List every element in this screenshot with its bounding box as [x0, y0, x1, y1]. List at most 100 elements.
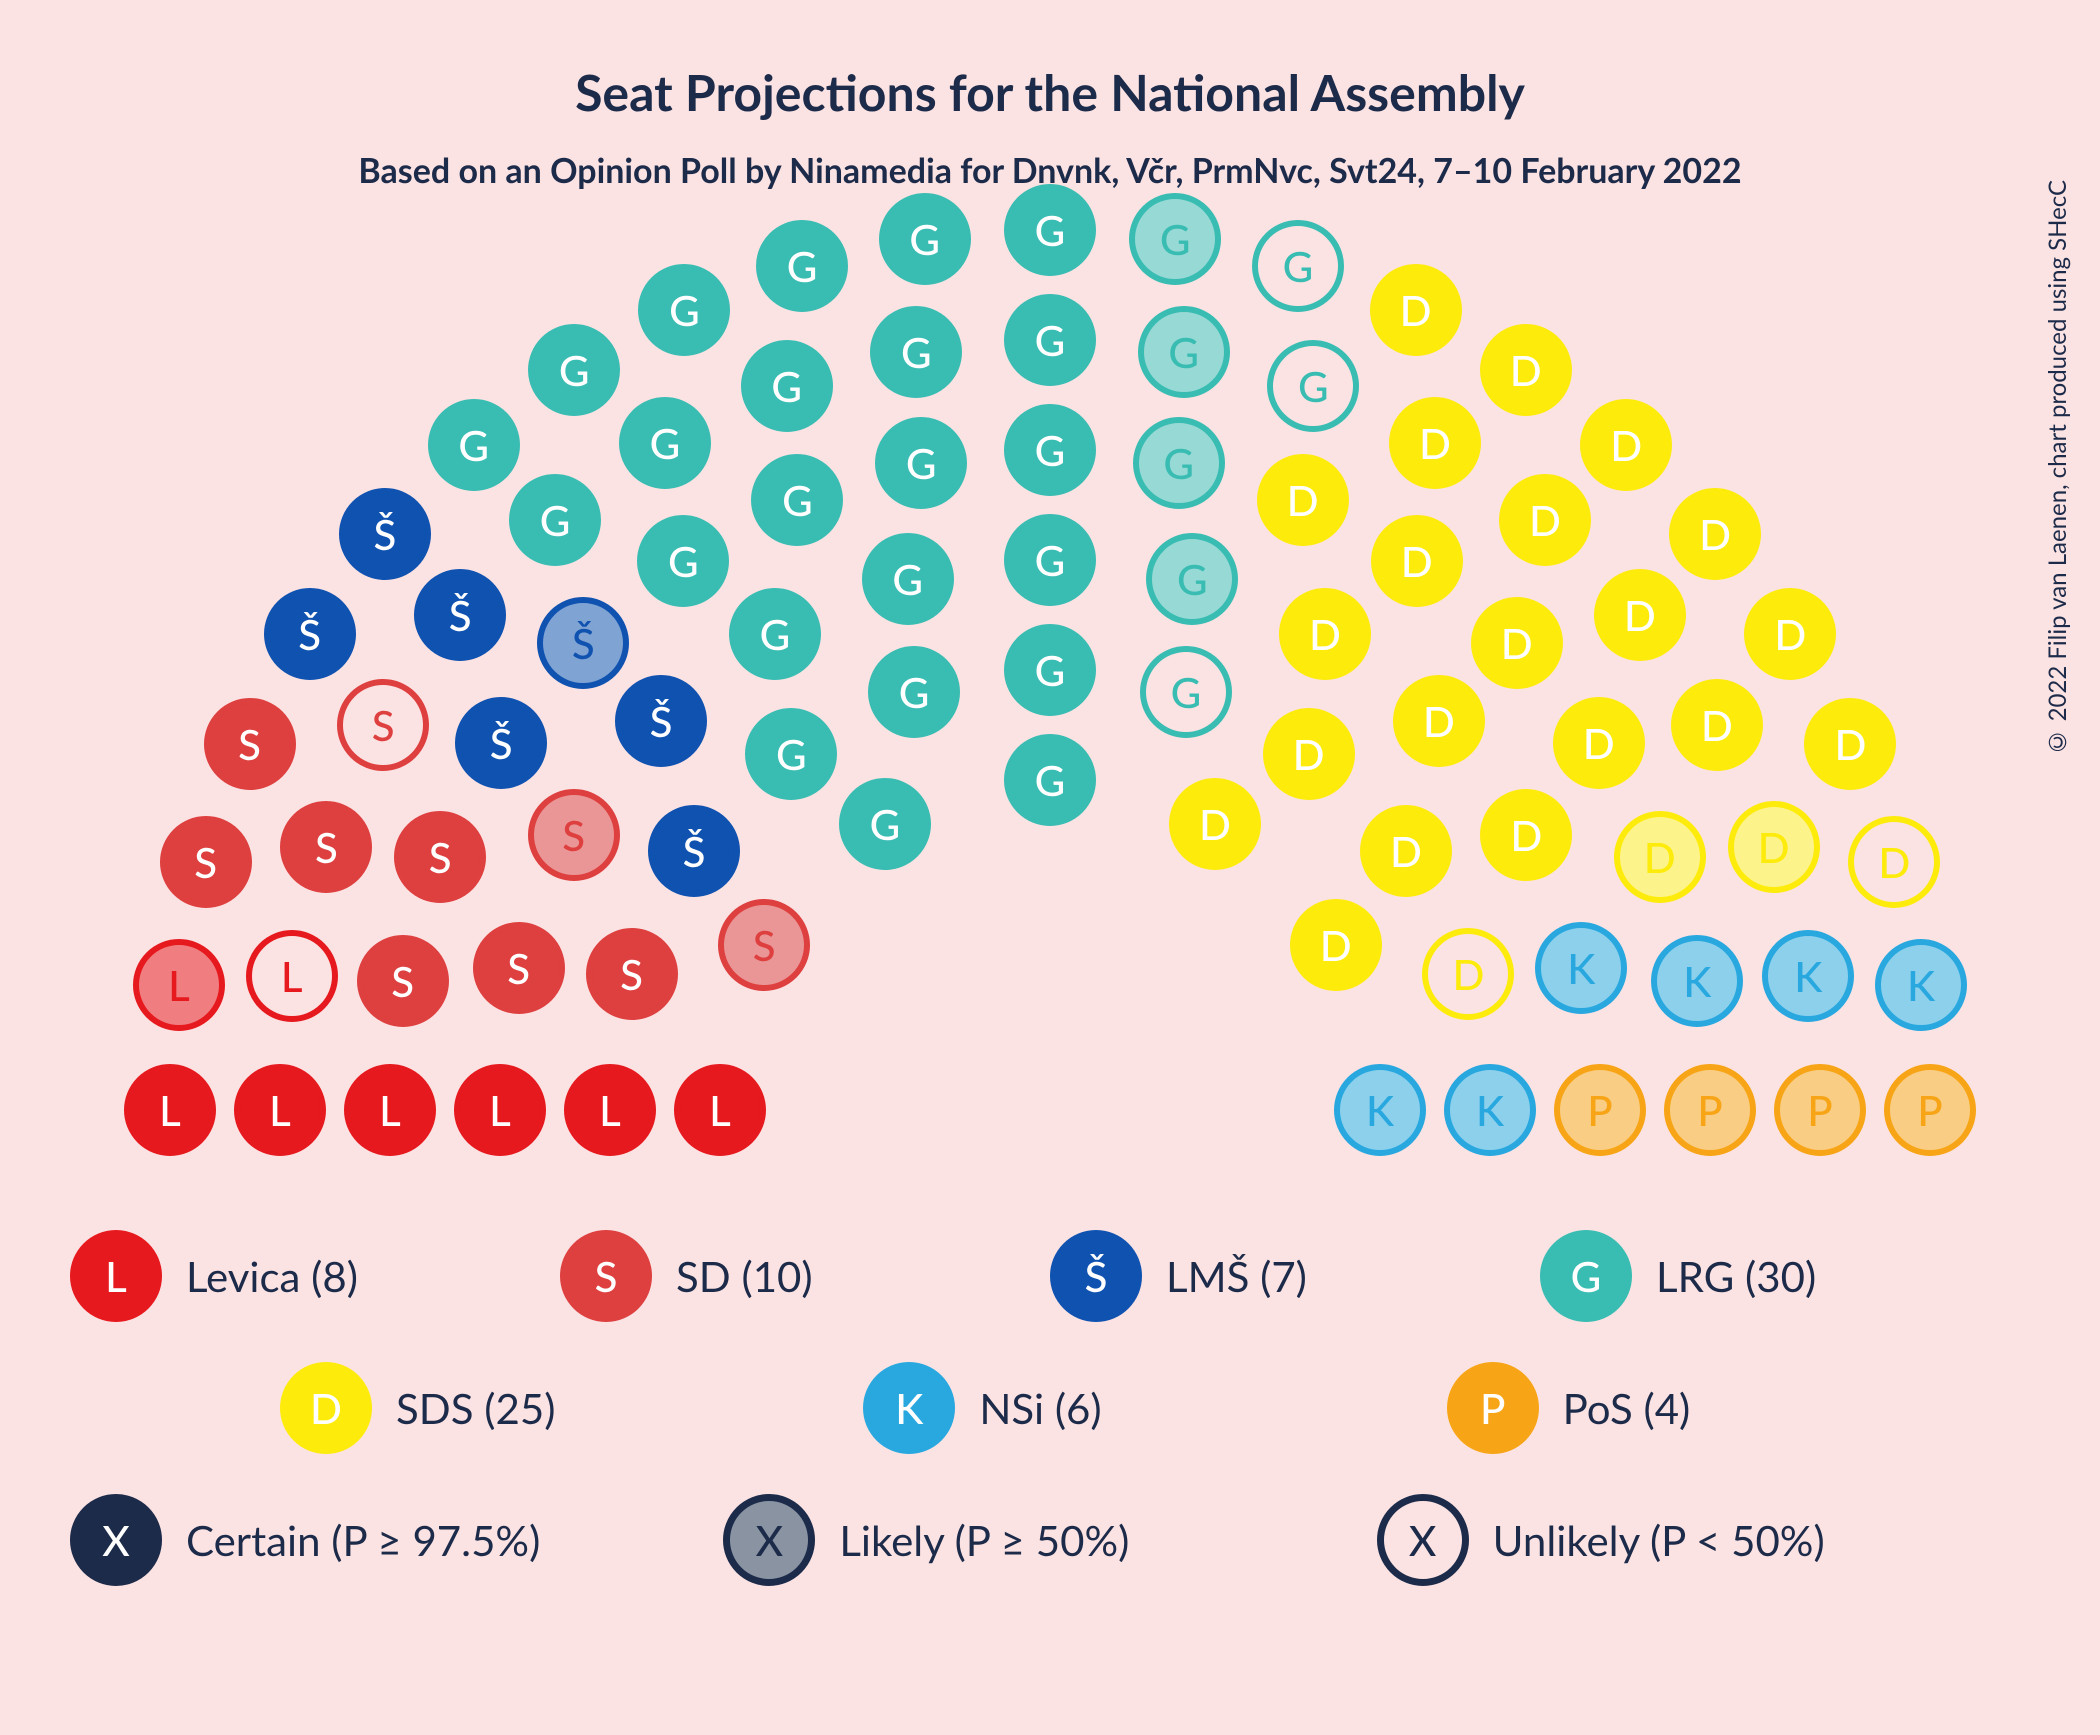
party-legend-row: LLevica (8) S SD (10) Š LMŠ (7) GLRG (30) [70, 1230, 2030, 1322]
seat-G: G [1004, 404, 1096, 496]
seat-G: G [868, 646, 960, 738]
seat-D: D [1393, 675, 1485, 767]
legend-prob-dot: X [723, 1494, 815, 1586]
page-title: Seat Projections for the National Assemb… [0, 62, 2100, 122]
seat-G: G [870, 306, 962, 398]
seat-D: D [1471, 597, 1563, 689]
seat-Š: Š [264, 588, 356, 680]
seat-G: G [428, 399, 520, 491]
seat-K: K [1762, 930, 1854, 1022]
seat-L: L [234, 1064, 326, 1156]
seat-P: P [1664, 1064, 1756, 1156]
seat-D: D [1279, 588, 1371, 680]
seat-P: P [1884, 1064, 1976, 1156]
legend-dot-G: G [1540, 1230, 1632, 1322]
legend-item-S: S SD (10) [560, 1230, 1020, 1322]
legend-prob-item: X Certain (P ≥ 97.5%) [70, 1494, 693, 1586]
seat-D: D [1370, 264, 1462, 356]
seat-G: G [1267, 340, 1359, 432]
seat-Š: Š [615, 675, 707, 767]
legend-dot-P: P [1447, 1362, 1539, 1454]
seat-G: G [528, 324, 620, 416]
seat-Š: Š [455, 697, 547, 789]
seat-G: G [751, 454, 843, 546]
legend-prob-dot: X [70, 1494, 162, 1586]
seat-D: D [1389, 397, 1481, 489]
seat-Š: Š [648, 805, 740, 897]
seat-D: D [1671, 679, 1763, 771]
legend-item-K: K NSi (6) [863, 1362, 1416, 1454]
legend-item-L: LLevica (8) [70, 1230, 530, 1322]
seat-G: G [1004, 184, 1096, 276]
legend-item-P: PPoS (4) [1447, 1362, 2000, 1454]
seat-D: D [1553, 697, 1645, 789]
seat-L: L [246, 930, 338, 1022]
legend-prob-label: Likely (P ≥ 50%) [839, 1515, 1129, 1565]
legend-prob-dot: X [1377, 1494, 1469, 1586]
legend-dot-S: S [560, 1230, 652, 1322]
legend-prob-item: X Unlikely (P < 50%) [1377, 1494, 2000, 1586]
seat-G: G [637, 515, 729, 607]
legend-prob-label: Unlikely (P < 50%) [1493, 1515, 1825, 1565]
seat-D: D [1614, 811, 1706, 903]
seat-G: G [1129, 193, 1221, 285]
seat-D: D [1499, 474, 1591, 566]
seat-S: S [473, 922, 565, 1014]
seat-S: S [528, 789, 620, 881]
seat-D: D [1580, 399, 1672, 491]
seat-D: D [1728, 801, 1820, 893]
seat-Š: Š [339, 488, 431, 580]
seat-D: D [1263, 708, 1355, 800]
seat-S: S [337, 679, 429, 771]
seat-S: S [586, 928, 678, 1020]
seat-L: L [344, 1064, 436, 1156]
legend-label: SD (10) [676, 1251, 813, 1301]
seat-K: K [1651, 935, 1743, 1027]
seat-G: G [729, 588, 821, 680]
seat-P: P [1554, 1064, 1646, 1156]
legend-dot-Š: Š [1050, 1230, 1142, 1322]
legend-label: Levica (8) [186, 1251, 358, 1301]
legend-dot-K: K [863, 1362, 955, 1454]
hemicycle-chart: LLLLLLLLSSSSSSSSSSŠŠŠŠŠŠŠGGGGGGGGGGGGGGG… [50, 220, 2050, 1120]
seat-G: G [1140, 646, 1232, 738]
seat-S: S [204, 698, 296, 790]
seat-D: D [1169, 778, 1261, 870]
seat-G: G [619, 397, 711, 489]
seat-G: G [875, 417, 967, 509]
seat-D: D [1594, 569, 1686, 661]
legend-prob-item: X Likely (P ≥ 50%) [723, 1494, 1346, 1586]
legend-label: NSi (6) [979, 1383, 1101, 1433]
seat-D: D [1257, 454, 1349, 546]
seat-G: G [745, 708, 837, 800]
seat-G: G [741, 340, 833, 432]
legend-dot-D: D [280, 1362, 372, 1454]
seat-L: L [133, 939, 225, 1031]
seat-G: G [1004, 514, 1096, 606]
seat-S: S [394, 811, 486, 903]
seat-K: K [1535, 922, 1627, 1014]
seat-D: D [1371, 515, 1463, 607]
legend-label: LMŠ (7) [1166, 1251, 1307, 1301]
seat-D: D [1480, 789, 1572, 881]
seat-D: D [1480, 324, 1572, 416]
seat-G: G [1146, 533, 1238, 625]
seat-G: G [1004, 294, 1096, 386]
seat-G: G [879, 193, 971, 285]
legend-label: SDS (25) [396, 1383, 555, 1433]
probability-legend-row: X Certain (P ≥ 97.5%) X Likely (P ≥ 50%) X Un… [70, 1494, 2030, 1586]
stage: Seat Projections for the National Assemb… [0, 0, 2100, 1735]
legend-prob-label: Certain (P ≥ 97.5%) [186, 1515, 540, 1565]
legend-item-G: GLRG (30) [1540, 1230, 2000, 1322]
seat-S: S [718, 899, 810, 991]
seat-G: G [1133, 417, 1225, 509]
seat-Š: Š [537, 597, 629, 689]
seat-K: K [1334, 1064, 1426, 1156]
seat-G: G [756, 220, 848, 312]
seat-S: S [280, 801, 372, 893]
seat-G: G [1138, 306, 1230, 398]
legend-item-Š: Š LMŠ (7) [1050, 1230, 1510, 1322]
seat-L: L [564, 1064, 656, 1156]
seat-K: K [1444, 1064, 1536, 1156]
seat-P: P [1774, 1064, 1866, 1156]
